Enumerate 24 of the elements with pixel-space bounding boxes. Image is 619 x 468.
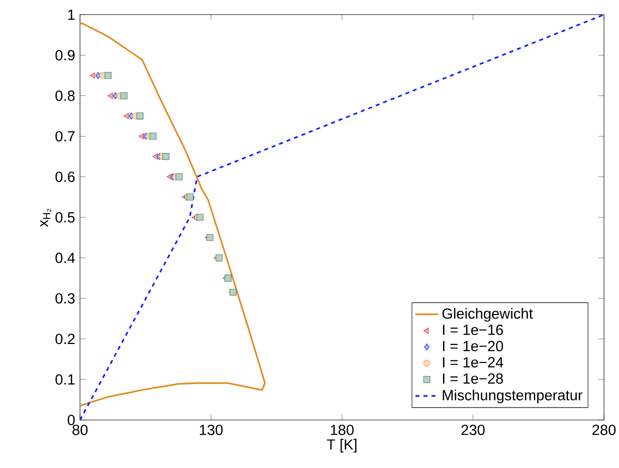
y-tick-label: 0.4: [55, 252, 75, 264]
legend-label: Mischungstemperatur: [442, 390, 582, 404]
x-tick-label: 130: [200, 424, 223, 436]
y-tick-label: 0.2: [55, 334, 75, 344]
legend-label: I = 1e−28: [443, 373, 503, 384]
legend-label: I = 1e−16: [443, 324, 503, 336]
x-axis-title: T [K]: [326, 438, 356, 453]
legend-label: Gleichgewicht: [442, 308, 533, 322]
legend-label: I = 1e−24: [443, 357, 504, 368]
y-tick-label: 0.7: [55, 131, 75, 142]
x-tick-label: 280: [592, 424, 616, 436]
x-tick-label: 180: [330, 424, 354, 436]
y-axis-title: x$_{H₂}$: [40, 208, 52, 227]
legend-label: I = 1e−20: [443, 340, 504, 352]
y-tick-label: 0.8: [55, 90, 75, 101]
y-tick-label: 0: [68, 414, 75, 426]
x-tick-label: 80: [72, 424, 88, 436]
y-tick-label: 1: [68, 10, 75, 20]
y-tick-label: 0.9: [55, 50, 75, 60]
y-tick-label: 0.3: [55, 293, 75, 304]
y-tick-label: 0.1: [55, 374, 75, 385]
y-tick-label: 0.5: [55, 212, 75, 223]
x-tick-label: 230: [461, 424, 485, 436]
y-tick-label: 0.6: [55, 172, 75, 182]
